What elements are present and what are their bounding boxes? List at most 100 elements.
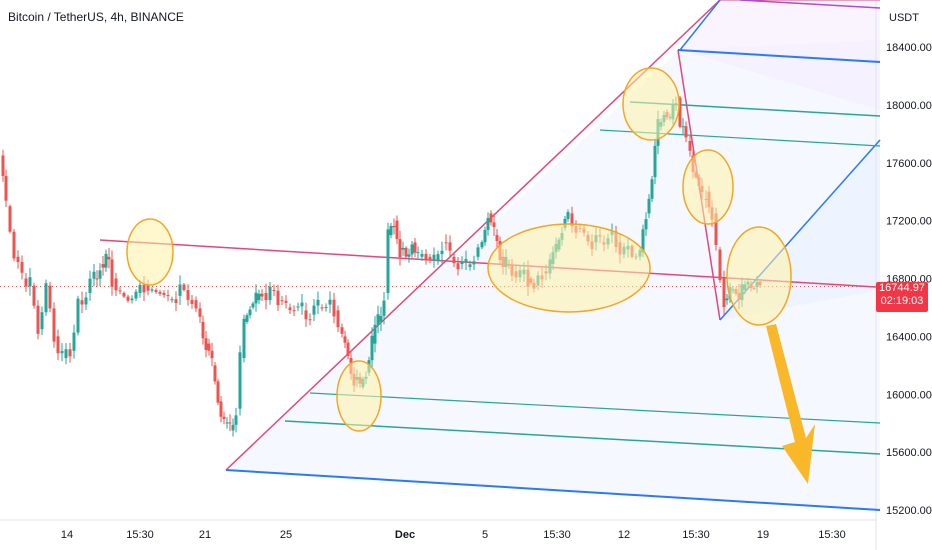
candle-body <box>336 310 340 328</box>
highlight-circle-5 <box>682 149 734 225</box>
candle-body <box>251 303 255 308</box>
candle-body <box>444 242 448 244</box>
candle-body <box>464 259 468 262</box>
candle-body <box>150 289 154 291</box>
time-tick-label: 5 <box>482 529 488 541</box>
current-price-value: 16744.97 <box>879 282 925 294</box>
candle-body <box>158 291 162 294</box>
candle-body <box>428 256 432 261</box>
candle-body <box>432 254 436 261</box>
candle-body <box>118 290 122 292</box>
candle-body <box>20 262 24 273</box>
candle-body <box>194 300 198 309</box>
candle-body <box>392 225 396 228</box>
candle-body <box>32 285 36 306</box>
candle-body <box>276 290 280 306</box>
candle-body <box>296 306 300 308</box>
price-tick-label: 15600.00 <box>886 447 932 459</box>
candle-body <box>98 270 102 279</box>
candle-body <box>725 298 729 301</box>
candle-body <box>268 286 272 301</box>
candle-body <box>198 308 202 317</box>
candle-body <box>324 307 328 309</box>
chart-legend-title: Bitcoin / TetherUS, 4h, BINANCE <box>8 10 184 24</box>
time-tick-label: 25 <box>280 529 292 541</box>
candle-body <box>566 212 570 219</box>
candle-body <box>489 213 493 223</box>
time-tick-label: Dec <box>395 529 415 541</box>
candle-body <box>688 141 692 151</box>
candle-body <box>410 244 414 255</box>
candle-body <box>110 259 114 287</box>
candle-body <box>495 235 499 241</box>
candle-body <box>72 332 76 351</box>
purple-top <box>739 0 881 9</box>
candle-body <box>174 299 178 303</box>
candle-body <box>60 351 64 354</box>
candle-body <box>84 297 88 305</box>
time-tick-label: 15:30 <box>818 529 846 541</box>
candle-body <box>146 284 150 291</box>
price-tick-label: 16000.00 <box>886 389 932 401</box>
candle-body <box>88 278 92 293</box>
candle-body <box>213 365 217 382</box>
candle-body <box>238 352 242 409</box>
candle-body <box>254 292 258 304</box>
candle-body <box>114 278 118 291</box>
candle-body <box>653 145 657 178</box>
candle-body <box>722 278 726 308</box>
candle-body <box>570 213 574 227</box>
candle-body <box>95 278 99 280</box>
candle-body <box>308 319 312 321</box>
candle-body <box>178 284 182 296</box>
time-tick-label: 15:30 <box>126 529 154 541</box>
candle-body <box>101 264 105 268</box>
price-tick-label: 15200.00 <box>886 505 932 517</box>
candle-body <box>641 229 645 253</box>
candle-body <box>222 416 226 420</box>
candle-body <box>16 256 20 263</box>
currency-label: USDT <box>889 12 919 24</box>
candle-body <box>134 291 138 299</box>
candle-body <box>401 247 405 250</box>
candle-body <box>138 284 142 293</box>
time-tick-label: 21 <box>199 529 211 541</box>
candle-body <box>80 300 84 305</box>
price-tick-label: 18000.00 <box>886 100 932 112</box>
time-tick-label: 15:30 <box>682 529 710 541</box>
candle-body <box>280 300 284 302</box>
candle-body <box>248 309 252 316</box>
candle-body <box>142 284 146 293</box>
candle-body <box>483 229 487 243</box>
upper-channel-shade <box>680 0 880 110</box>
time-tick-label: 12 <box>618 529 630 541</box>
candle-body <box>650 179 654 199</box>
candle-body <box>486 217 490 230</box>
candle-body <box>130 298 134 301</box>
candle-body <box>456 263 460 270</box>
bar-countdown: 02:19:03 <box>880 295 924 307</box>
candle-body <box>28 277 32 287</box>
candle-body <box>24 278 28 287</box>
candle-body <box>300 302 304 307</box>
candle-body <box>320 307 324 309</box>
candle-body <box>684 126 688 138</box>
candle-body <box>219 401 223 417</box>
time-tick-label: 14 <box>61 529 73 541</box>
candle-body <box>210 350 214 359</box>
candle-body <box>201 321 205 339</box>
candle-body <box>272 290 276 292</box>
candle-body <box>292 310 296 312</box>
candle-body <box>389 225 393 236</box>
price-tick-label: 17600.00 <box>886 158 932 170</box>
candle-body <box>56 336 60 354</box>
price-tick-label: 16400.00 <box>886 331 932 343</box>
candle-body <box>346 342 350 357</box>
candle-body <box>154 290 158 292</box>
candle-body <box>234 415 238 425</box>
green-lower-low <box>284 420 881 455</box>
candle-body <box>122 292 126 297</box>
candle-body <box>407 254 411 257</box>
